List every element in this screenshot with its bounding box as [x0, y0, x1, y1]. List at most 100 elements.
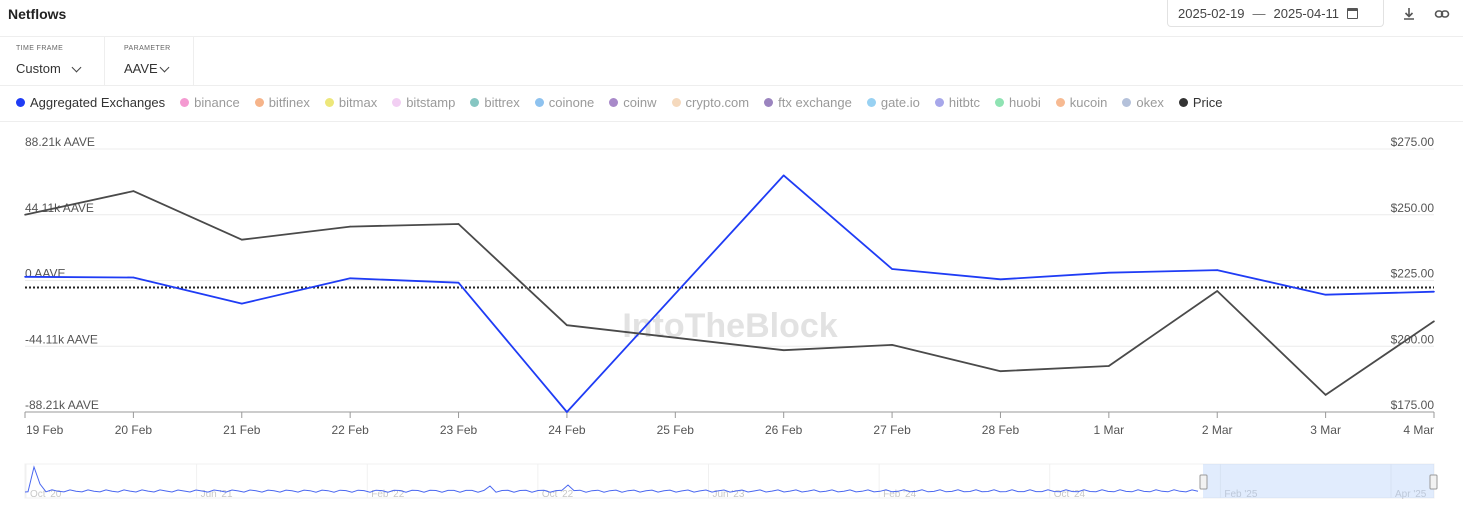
timeframe-select[interactable]: TIME FRAME Custom [0, 37, 105, 85]
legend-item[interactable]: Aggregated Exchanges [16, 95, 165, 110]
data-point [349, 277, 351, 280]
legend-dot-icon [254, 98, 264, 107]
timeframe-value: Custom [16, 61, 61, 76]
legend-item[interactable]: ftx exchange [764, 95, 852, 110]
series-line-price [24, 190, 1435, 396]
right-axis-tick-label: $200.00 [1391, 332, 1435, 346]
legend-label: coinone [548, 95, 595, 110]
legend-item[interactable]: binance [180, 95, 240, 110]
legend-item[interactable]: bitmax [324, 95, 377, 110]
legend-label: Price [1192, 95, 1223, 110]
data-point [132, 276, 135, 279]
grid-lines [25, 148, 1434, 413]
navigator-label: Feb '25 [1224, 489, 1257, 500]
navigator-selection[interactable] [1203, 464, 1434, 498]
navigator-left-handle[interactable] [1199, 474, 1208, 490]
chevron-down-icon [71, 62, 82, 73]
legend-item[interactable]: bitstamp [392, 95, 455, 110]
data-point [782, 349, 785, 351]
data-point [999, 278, 1002, 281]
legend-dot-icon [1178, 98, 1188, 107]
data-point [1108, 271, 1110, 274]
left-axis-tick-label: -88.21k AAVE [25, 398, 99, 412]
legend-item[interactable]: Price [1178, 95, 1223, 110]
legend-label: hitbtc [948, 95, 980, 110]
legend-dot-icon [180, 98, 190, 107]
legend-item[interactable]: huobi [994, 95, 1041, 110]
x-axis-tick-label: 28 Feb [982, 423, 1020, 437]
navigator[interactable]: Oct '20 Jun '21 Feb '22 Oct '22 Jun '23 Feb '… [24, 463, 1438, 500]
legend-label: okex [1136, 95, 1164, 110]
link-icon[interactable] [1433, 5, 1451, 23]
chevron-down-icon [159, 62, 170, 73]
data-point [1433, 290, 1435, 293]
data-point [1216, 269, 1219, 271]
left-axis-tick-label: 0 AAVE [25, 267, 65, 281]
navigator-label: Oct '22 [542, 489, 574, 500]
navigator-label: Oct '24 [1054, 489, 1086, 500]
legend-label: bitfinex [268, 95, 310, 110]
legend-label: crypto.com [685, 95, 750, 110]
watermark: IntoTheBlock [622, 307, 837, 345]
legend-item[interactable]: coinone [534, 95, 595, 110]
navigator-label: Feb '24 [883, 489, 916, 500]
navigator-right-handle[interactable] [1429, 474, 1438, 490]
navigator-label: Apr '25 [1395, 489, 1427, 500]
parameter-label: PARAMETER [124, 45, 171, 52]
legend-dot-icon [470, 98, 480, 107]
download-icon[interactable] [1400, 5, 1418, 23]
x-axis-tick-label: 1 Mar [1094, 423, 1125, 437]
legend-label: binance [194, 95, 240, 110]
legend-dot-icon [609, 98, 619, 107]
legend-dot-icon [1055, 98, 1065, 107]
data-point [24, 213, 26, 216]
data-point [240, 238, 243, 241]
legend-item[interactable]: okex [1122, 95, 1164, 110]
data-point [1433, 320, 1435, 323]
legend-item[interactable]: bittrex [470, 95, 520, 110]
data-point [457, 223, 460, 225]
navigator-label: Jun '21 [201, 489, 233, 500]
navigator-label: Oct '20 [30, 489, 62, 500]
legend-dot-icon [994, 98, 1004, 107]
calendar-icon[interactable] [1347, 7, 1359, 19]
legend-item[interactable]: kucoin [1055, 95, 1108, 110]
series-lines [24, 174, 1435, 413]
legend-label: kucoin [1069, 95, 1108, 110]
chart-legend: Aggregated Exchanges binance bitfinex bitma… [16, 95, 1237, 110]
data-point [132, 190, 135, 192]
navigator-label: Feb '22 [371, 489, 404, 500]
x-axis-tick-label: 20 Feb [115, 423, 153, 437]
data-point [1216, 290, 1219, 292]
x-axis-tick-label: 23 Feb [440, 423, 478, 437]
parameter-select[interactable]: PARAMETER AAVE [108, 37, 194, 85]
data-point [891, 344, 893, 346]
legend-label: coinw [623, 95, 657, 110]
legend-dot-icon [764, 98, 774, 107]
legend-dot-icon [671, 98, 681, 107]
data-point [566, 411, 568, 413]
legend-item[interactable]: gate.io [866, 95, 920, 110]
series-line-aggregated-exchanges [24, 174, 1435, 413]
data-point [999, 370, 1002, 373]
data-point [1108, 365, 1110, 367]
legend-dot-icon [934, 98, 944, 107]
legend-item[interactable]: coinw [609, 95, 657, 110]
legend-item[interactable]: bitfinex [254, 95, 310, 110]
chart-header: Netflows 2025-02-19 — 2025-04-11 [0, 0, 1463, 37]
x-axis-tick-label: 27 Feb [873, 423, 911, 437]
date-range-picker[interactable]: 2025-02-19 — 2025-04-11 [1167, 0, 1384, 27]
legend-item[interactable]: crypto.com [671, 95, 750, 110]
legend-dot-icon [1122, 98, 1132, 107]
left-axis-tick-label: 88.21k AAVE [25, 135, 95, 149]
x-axis-tick-label: 19 Feb [26, 423, 64, 437]
legend-item[interactable]: hitbtc [934, 95, 980, 110]
x-axis-tick-label: 4 Mar [1403, 423, 1434, 437]
data-point [240, 302, 243, 305]
data-point [782, 174, 785, 177]
legend-dot-icon [392, 98, 402, 107]
date-to: 2025-04-11 [1273, 5, 1340, 21]
legend-dot-icon [534, 98, 544, 107]
